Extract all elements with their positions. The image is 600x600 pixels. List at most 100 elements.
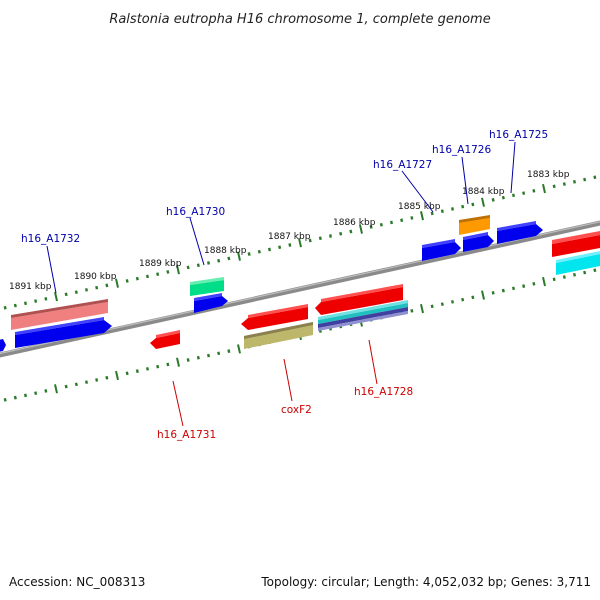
kbp-label: 1890 kbp — [74, 272, 117, 282]
minor-tick — [369, 225, 373, 229]
minor-tick — [593, 268, 597, 273]
gene-feature[interactable] — [459, 215, 490, 235]
minor-tick — [125, 279, 129, 283]
gene-label-h16-a1730[interactable]: h16_A1730 — [166, 206, 225, 218]
minor-tick — [451, 300, 454, 304]
minor-tick — [95, 285, 99, 290]
gene-feature[interactable] — [422, 239, 461, 261]
minor-tick — [156, 272, 160, 277]
kbp-label: 1883 kbp — [527, 170, 570, 180]
major-tick — [420, 211, 424, 221]
major-tick — [481, 197, 485, 207]
gene-feature[interactable] — [315, 284, 403, 315]
minor-tick — [593, 175, 597, 180]
minor-tick — [156, 364, 160, 369]
minor-tick — [410, 309, 414, 313]
minor-tick — [24, 393, 27, 398]
major-tick — [481, 290, 485, 300]
minor-tick — [349, 229, 353, 234]
major-tick — [420, 303, 424, 314]
major-tick — [54, 291, 58, 302]
minor-tick — [532, 189, 536, 193]
minor-tick — [583, 270, 587, 275]
topology-text: Topology: circular; Length: 4,052,032 bp… — [260, 575, 591, 589]
major-tick — [115, 370, 119, 381]
minor-tick — [217, 258, 221, 263]
gene-feature[interactable] — [463, 232, 494, 252]
minor-tick — [451, 207, 454, 211]
minor-tick — [44, 297, 48, 301]
kbp-label: 1886 kbp — [333, 218, 376, 228]
gene-label-coxf2[interactable]: coxF2 — [281, 404, 312, 416]
kbp-label: 1884 kbp — [462, 187, 505, 197]
major-tick — [115, 278, 119, 288]
minor-tick — [196, 355, 200, 360]
minor-tick — [227, 256, 231, 261]
minor-tick — [430, 211, 434, 216]
gene-label-h16-a1727[interactable]: h16_A1727 — [373, 159, 432, 171]
minor-tick — [430, 304, 434, 309]
minor-tick — [390, 220, 393, 225]
gene-label-h16-a1728[interactable]: h16_A1728 — [354, 386, 413, 398]
gene-label-h16-a1725[interactable]: h16_A1725 — [489, 129, 548, 141]
gene-feature[interactable] — [241, 304, 308, 330]
kbp-label: 1891 kbp — [9, 282, 52, 292]
minor-tick — [105, 375, 109, 380]
minor-tick — [13, 303, 17, 308]
minor-tick — [268, 247, 271, 252]
gene-feature[interactable] — [556, 251, 600, 275]
minor-tick — [552, 277, 556, 282]
minor-tick — [207, 353, 210, 358]
minor-tick — [512, 286, 515, 291]
minor-tick — [13, 395, 17, 400]
major-tick — [298, 238, 302, 248]
gene-feature[interactable] — [244, 322, 313, 349]
kbp-scale-outer — [3, 175, 597, 310]
minor-tick — [501, 195, 505, 200]
minor-tick — [34, 299, 38, 303]
gene-feature[interactable] — [150, 330, 180, 349]
minor-tick — [288, 243, 292, 247]
gene-feature[interactable] — [11, 299, 108, 330]
minor-tick — [278, 245, 282, 250]
minor-tick — [532, 282, 536, 286]
minor-tick — [74, 382, 78, 387]
minor-tick — [74, 290, 78, 294]
minor-tick — [562, 275, 566, 279]
minor-tick — [105, 283, 109, 288]
minor-tick — [64, 292, 68, 297]
kbp-label: 1889 kbp — [139, 259, 182, 269]
minor-tick — [522, 191, 526, 195]
minor-tick — [318, 236, 322, 241]
minor-tick — [440, 209, 444, 214]
minor-tick — [166, 362, 170, 367]
minor-tick — [34, 391, 38, 396]
major-tick — [359, 224, 363, 234]
minor-tick — [491, 291, 495, 295]
gene-feature[interactable] — [0, 339, 6, 352]
gene-label-h16-a1732[interactable]: h16_A1732 — [21, 233, 80, 245]
gene-label-h16-a1726[interactable]: h16_A1726 — [432, 144, 491, 156]
minor-tick — [207, 261, 210, 265]
major-tick — [542, 276, 546, 287]
minor-tick — [3, 397, 7, 402]
gene-feature[interactable] — [194, 293, 228, 313]
major-tick — [176, 265, 180, 275]
minor-tick — [440, 302, 444, 306]
minor-tick — [85, 288, 88, 292]
minor-tick — [227, 349, 231, 353]
minor-tick — [308, 238, 312, 243]
minor-tick — [186, 358, 190, 362]
gene-feature[interactable] — [497, 221, 543, 244]
gene-label-h16-a1731[interactable]: h16_A1731 — [157, 429, 216, 441]
minor-tick — [461, 297, 465, 302]
minor-tick — [339, 231, 343, 236]
minor-tick — [135, 276, 139, 281]
gene-feature[interactable] — [318, 300, 408, 331]
gene-feature[interactable] — [552, 231, 600, 257]
major-tick — [237, 251, 241, 261]
minor-tick — [471, 295, 475, 300]
minor-tick — [247, 252, 251, 256]
gene-feature[interactable] — [15, 317, 112, 348]
gene-feature[interactable] — [190, 277, 224, 296]
